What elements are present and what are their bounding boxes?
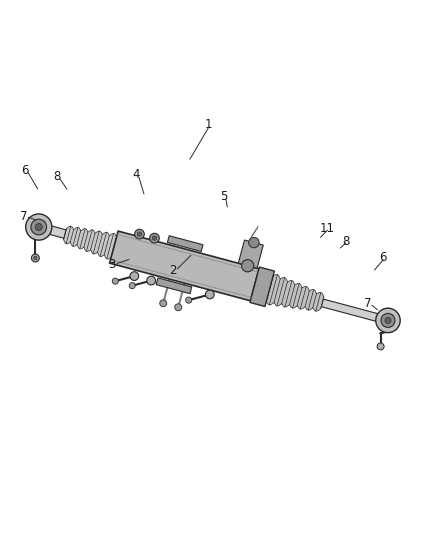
Circle shape [377,343,384,350]
Polygon shape [156,278,192,294]
Polygon shape [64,226,117,259]
Text: 8: 8 [342,235,349,248]
Circle shape [186,297,192,303]
Text: 5: 5 [220,190,227,203]
Circle shape [35,223,42,231]
Circle shape [31,219,46,235]
Polygon shape [321,299,387,324]
Text: 8: 8 [53,171,60,183]
Text: 7: 7 [20,210,27,223]
Circle shape [137,232,141,236]
Polygon shape [238,240,263,268]
Polygon shape [42,224,66,238]
Text: 4: 4 [132,168,140,181]
Text: 6: 6 [21,164,28,177]
Text: 7: 7 [364,297,371,310]
Text: 6: 6 [379,251,386,264]
Text: 11: 11 [320,222,335,235]
Circle shape [134,229,144,239]
Circle shape [130,272,139,280]
Circle shape [32,254,39,262]
Circle shape [385,317,391,324]
Polygon shape [266,274,324,311]
Circle shape [160,300,167,307]
Circle shape [242,260,254,272]
Circle shape [150,233,159,243]
Circle shape [147,276,155,285]
Text: 2: 2 [170,264,177,277]
Text: 1: 1 [205,118,212,131]
Circle shape [376,308,400,333]
Circle shape [152,236,157,240]
Circle shape [129,282,135,289]
Polygon shape [250,267,275,306]
Polygon shape [110,231,259,301]
Circle shape [381,313,395,327]
Circle shape [34,256,37,260]
Text: 3: 3 [108,258,116,271]
Circle shape [249,237,259,248]
Circle shape [26,214,52,240]
Polygon shape [167,236,203,252]
Circle shape [175,304,182,311]
Circle shape [205,290,214,299]
Circle shape [112,278,118,284]
